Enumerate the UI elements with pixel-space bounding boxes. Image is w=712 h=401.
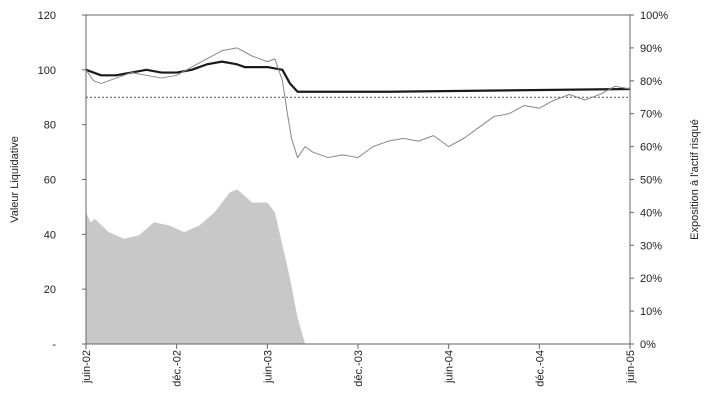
left-tick-label: 20	[44, 284, 56, 296]
left-tick-label: 120	[38, 10, 56, 22]
right-tick-label: 70%	[640, 109, 662, 121]
x-tick-label: juin-05	[625, 350, 637, 384]
left-axis-title: Valeur Liquidative	[9, 136, 21, 223]
right-tick-label: 100%	[640, 10, 668, 22]
right-axis-title: Exposition à l'actif risqué	[689, 119, 701, 240]
x-tick-label: déc.-04	[534, 350, 546, 387]
left-tick-label: 80	[44, 120, 56, 132]
right-tick-label: 50%	[640, 175, 662, 187]
left-tick-label: 60	[44, 175, 56, 187]
left-tick-label: 100	[38, 65, 56, 77]
x-tick-label: juin-02	[81, 350, 93, 384]
x-tick-label: déc.-03	[353, 350, 365, 387]
right-tick-label: 30%	[640, 240, 662, 252]
x-tick-label: juin-04	[444, 350, 456, 384]
right-tick-label: 0%	[640, 339, 656, 351]
exposure-area	[86, 189, 306, 344]
x-tick-label: déc.-02	[172, 350, 184, 387]
right-tick-label: 20%	[640, 273, 662, 285]
series-line-dark	[85, 60, 631, 93]
right-tick-label: 60%	[640, 142, 662, 154]
right-tick-label: 80%	[640, 76, 662, 88]
left-tick-label: 40	[44, 229, 56, 241]
left-tick-label: -	[52, 339, 56, 351]
right-tick-label: 90%	[640, 43, 662, 55]
right-tick-label: 40%	[640, 207, 662, 219]
series-line-grey	[85, 47, 631, 159]
right-tick-label: 10%	[640, 306, 662, 318]
x-tick-label: juin-03	[262, 350, 274, 384]
